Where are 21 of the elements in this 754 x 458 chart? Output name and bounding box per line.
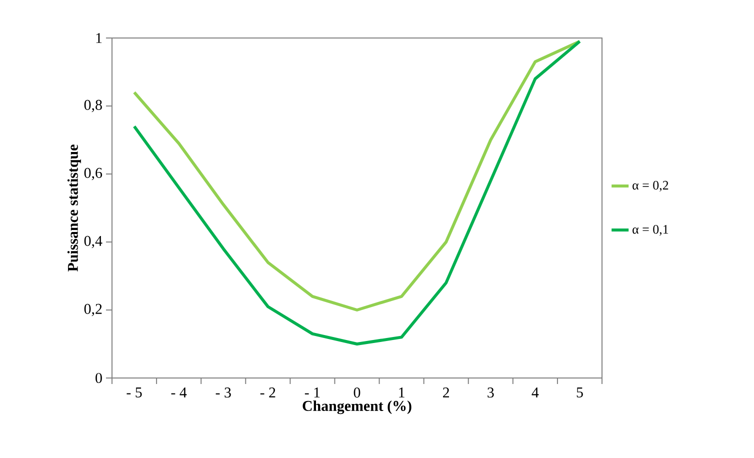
x-tick-label: - 3: [216, 388, 231, 398]
x-tick-label: 4: [532, 388, 539, 398]
x-tick-label: 0: [354, 388, 360, 398]
y-tick-label: 0,2: [84, 304, 102, 316]
x-tick-label: - 2: [260, 388, 276, 398]
y-tick-label: 0,6: [84, 168, 102, 180]
legend-label: α = 0,2: [632, 180, 668, 192]
y-axis-title: Puissance statistque: [67, 144, 81, 272]
x-tick-label: 3: [488, 388, 494, 398]
x-tick-label: - 4: [171, 388, 187, 398]
x-tick-label: - 1: [304, 388, 320, 398]
x-tick-label: 1: [399, 388, 404, 398]
y-tick-label: 0,8: [84, 100, 102, 112]
x-tick-label: 5: [576, 388, 583, 398]
x-tick-label: - 5: [126, 388, 142, 398]
y-tick-label: 0,4: [84, 236, 102, 248]
x-tick-label: 2: [443, 388, 449, 398]
y-tick-label: 0: [96, 372, 102, 384]
x-axis-title: Changement (%): [302, 400, 412, 414]
y-tick-label: 1: [96, 33, 102, 43]
legend-label: α = 0,1: [632, 224, 668, 236]
